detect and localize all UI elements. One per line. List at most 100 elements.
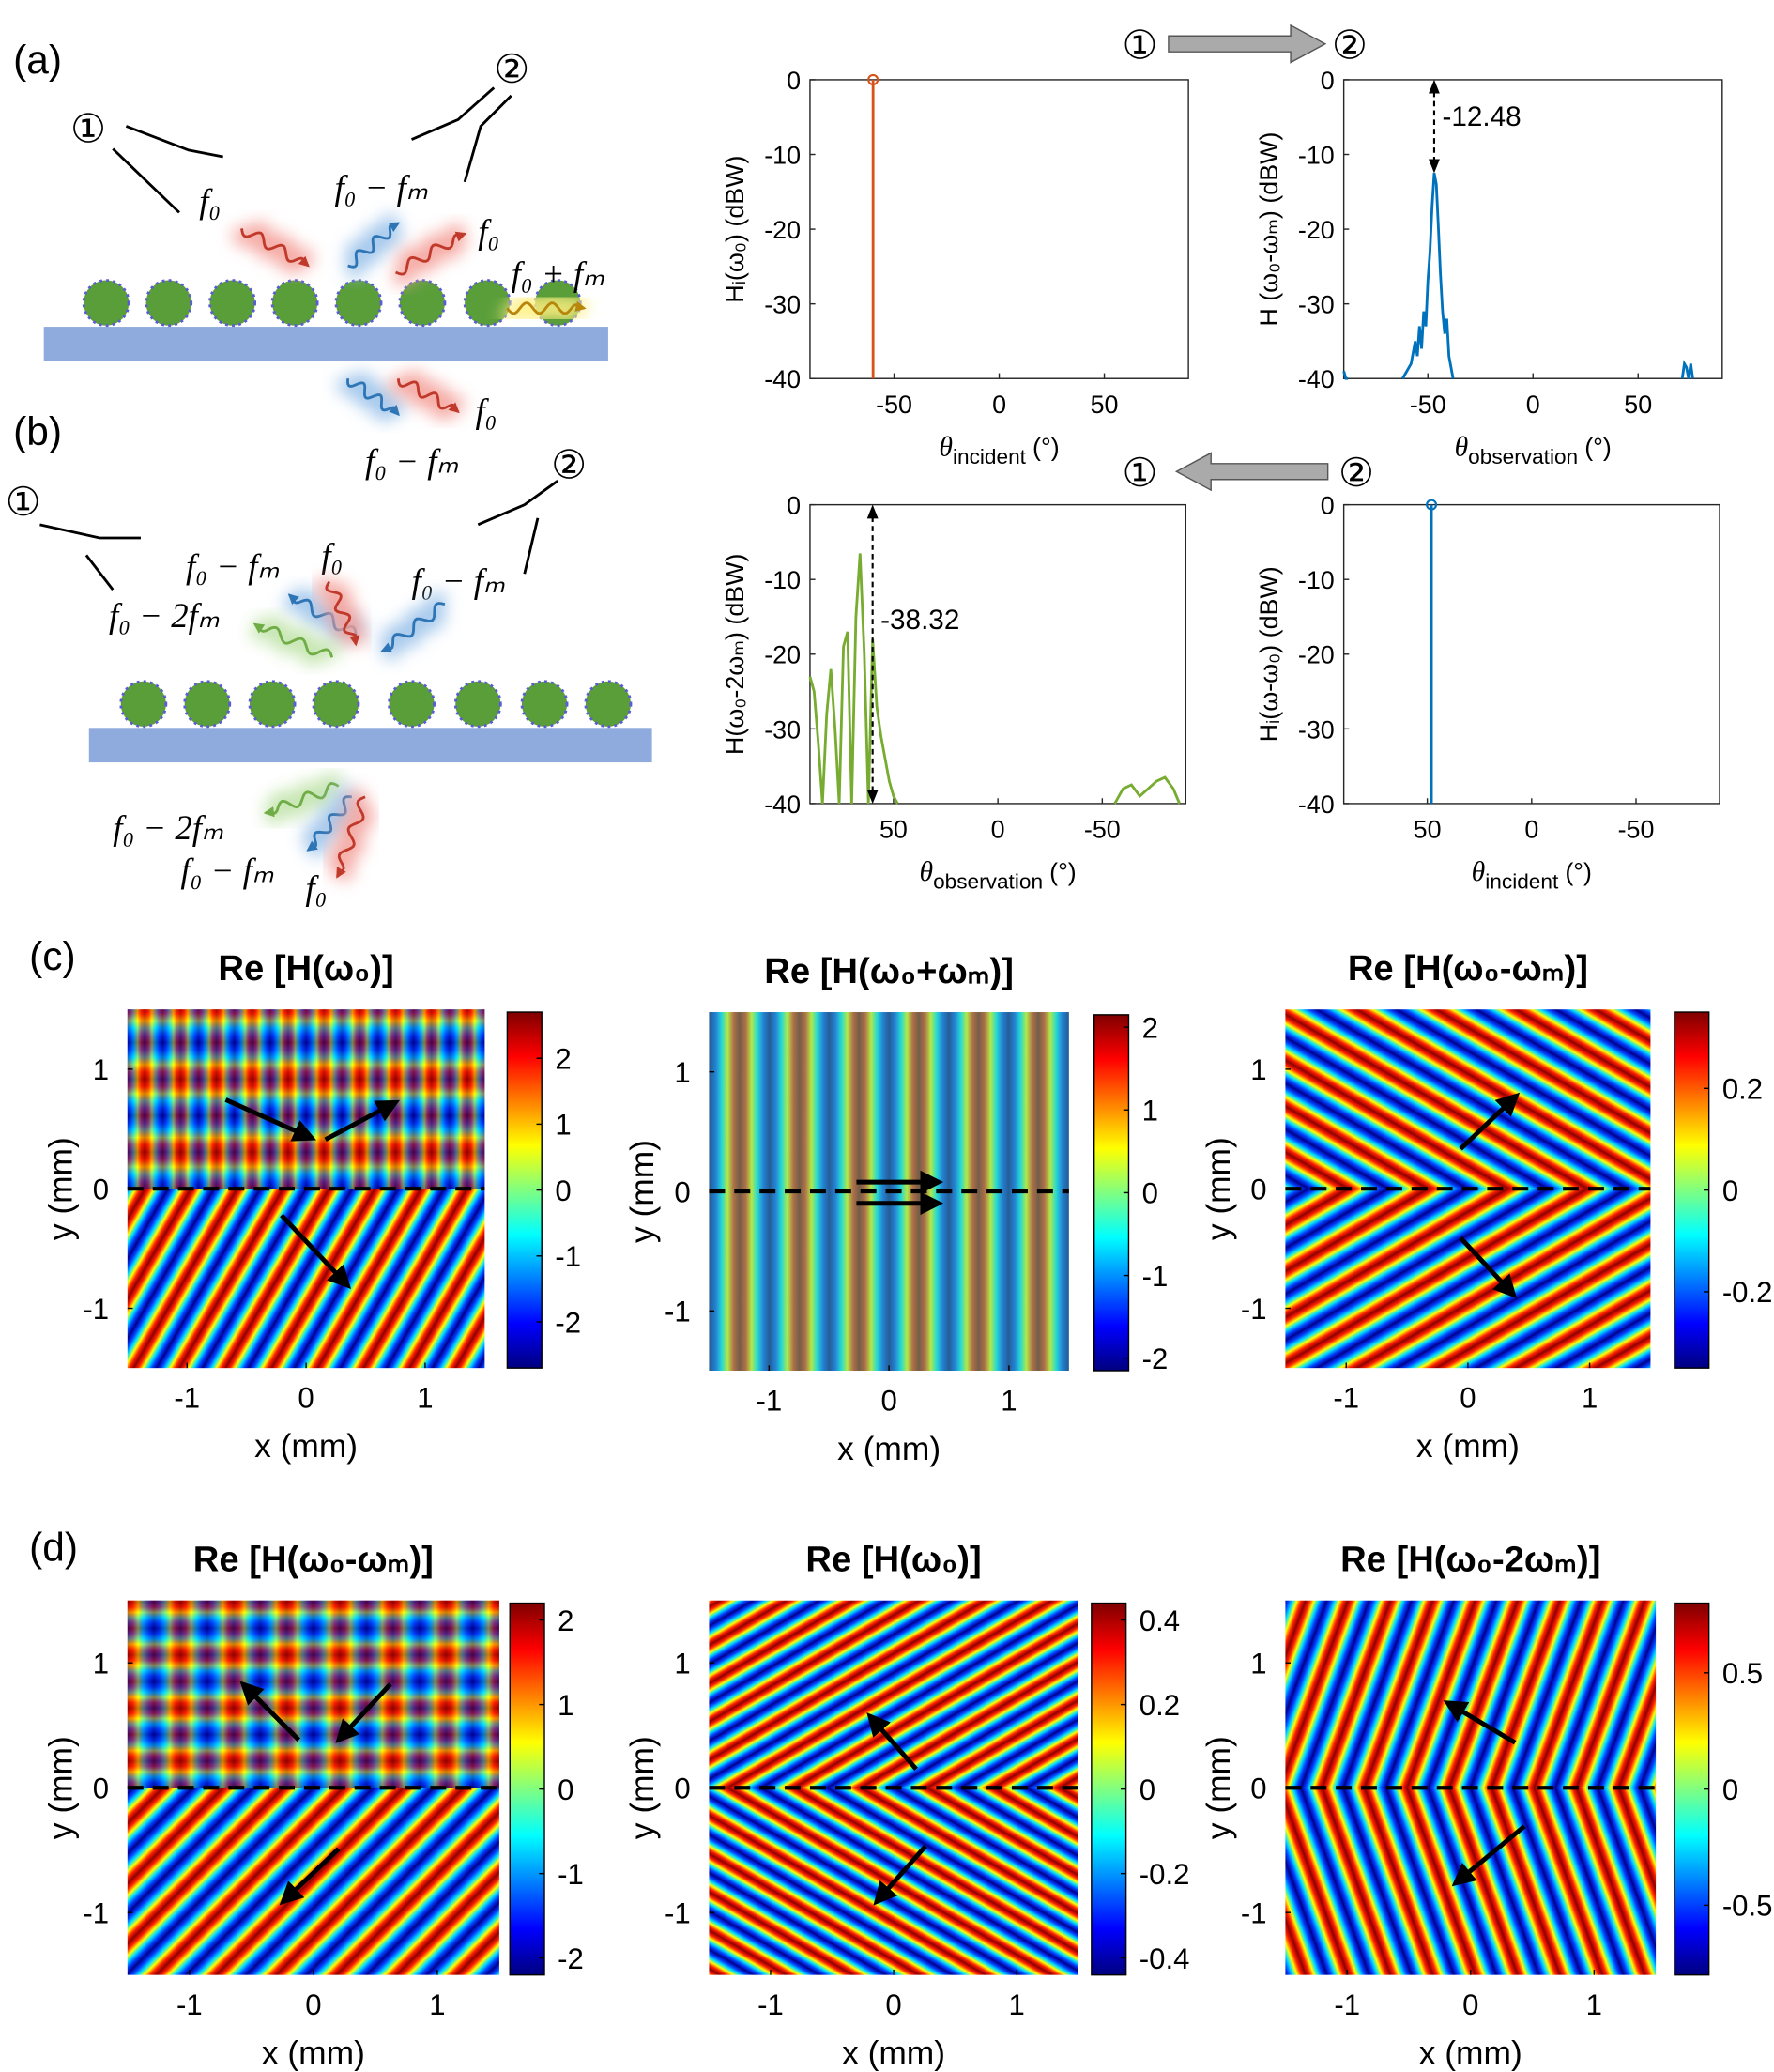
- plot-frame: [1342, 503, 1720, 805]
- y-tick-label: 0: [787, 492, 801, 520]
- wave-vector: [1443, 1700, 1517, 1745]
- stem-marker: [867, 73, 879, 85]
- y-tick-label: -20: [1298, 216, 1335, 244]
- x-tick-label: 50: [879, 816, 908, 844]
- y-tick-label: -1: [665, 1296, 691, 1328]
- substrate: [88, 728, 652, 763]
- colorbar-tick-label: 1: [1142, 1095, 1158, 1128]
- x-tick-label: -1: [174, 1382, 200, 1415]
- particle: [82, 279, 130, 328]
- port: ②: [551, 442, 587, 488]
- wave-vector: [873, 1844, 927, 1906]
- x-axis-label: x (mm): [837, 1431, 941, 1467]
- diagram-b: ① ② f₀ − fₘ f₀ f₀ − fₘ f₀ − 2fₘ f₀ − 2fₘ…: [6, 442, 652, 907]
- particles: [119, 680, 633, 729]
- wave-vector: [224, 1097, 316, 1142]
- x-axis-label: θobservation (°): [1455, 432, 1612, 468]
- antenna: [410, 86, 512, 183]
- line: [808, 553, 1181, 805]
- colorbar: [1093, 1014, 1130, 1372]
- panel-label: (c): [29, 934, 75, 978]
- stem-marker: [1426, 499, 1438, 511]
- colorbar: [1091, 1602, 1127, 1976]
- colorbar-tick-label: 0: [1142, 1177, 1158, 1210]
- colorbar-tick-label: 2: [555, 1043, 571, 1076]
- wave-arrow: [306, 795, 353, 852]
- freq-label: f₀ − fₘ: [186, 546, 279, 585]
- field: [127, 1788, 499, 1975]
- x-tick-label: 0: [1524, 816, 1538, 844]
- wave-vector: [1451, 1824, 1526, 1887]
- colorbar-tick-label: -0.5: [1722, 1890, 1773, 1923]
- wave-arrow: [263, 781, 340, 818]
- y-tick-label: -30: [1298, 715, 1335, 744]
- y-axis-label: y (mm): [624, 1140, 661, 1243]
- particle: [463, 279, 512, 328]
- panel-label: (d): [29, 1525, 78, 1569]
- x-tick-label: 1: [1582, 1382, 1598, 1415]
- x-tick-label: -1: [1334, 1988, 1360, 2021]
- colorbar-tick-label: -1: [555, 1240, 581, 1273]
- wave-arrow: [325, 580, 360, 647]
- x-tick-label: -1: [756, 1384, 782, 1417]
- x-axis-subscript: observation: [1468, 445, 1578, 468]
- y-tick-label: 0: [1321, 67, 1335, 95]
- x-tick-label: -50: [1618, 816, 1655, 844]
- y-tick-label: 0: [1321, 492, 1335, 520]
- field: [1285, 1788, 1657, 1975]
- particle: [270, 279, 319, 328]
- field: [709, 1191, 1069, 1371]
- wave-vector: [1459, 1236, 1518, 1298]
- x-tick-label: 0: [992, 391, 1006, 419]
- freq-label: f₀ − fₘ: [365, 442, 458, 481]
- particle: [312, 680, 360, 729]
- y-tick-label: -10: [1298, 566, 1335, 594]
- y-tick-label: 0: [787, 67, 801, 95]
- y-tick-label: -20: [764, 216, 801, 244]
- y-tick-label: 1: [674, 1056, 690, 1089]
- transition-arrow: [1174, 452, 1329, 492]
- x-axis-symbol: θ: [939, 432, 953, 462]
- freq-label: f₀: [305, 868, 327, 907]
- y-tick-label: 0: [674, 1175, 690, 1208]
- colorbar-tick-label: 0: [555, 1174, 571, 1207]
- y-tick-label: 1: [93, 1053, 109, 1086]
- colorbar-tick-label: -2: [1142, 1343, 1169, 1375]
- field: [127, 1600, 499, 1788]
- map-title: Re [H(ω₀)]: [805, 1540, 981, 1580]
- freq-label: f₀ − 2fₘ: [113, 808, 223, 847]
- colorbar-tick-label: 1: [558, 1689, 573, 1722]
- y-tick-label: 1: [1250, 1053, 1266, 1086]
- y-axis-label: H (ω₀-ωₘ) (dBW): [1255, 132, 1283, 327]
- particle: [248, 680, 297, 729]
- y-tick-label: -1: [1241, 1293, 1267, 1326]
- wave-arrow: [346, 378, 400, 417]
- map-title: Re [H(ω₀)]: [218, 948, 393, 989]
- freq-label: f₀ − fₘ: [180, 851, 273, 889]
- freq-label: f₀ − fₘ: [334, 168, 427, 207]
- colorbar: [506, 1011, 543, 1369]
- y-tick-label: -10: [1298, 141, 1335, 169]
- colorbar-tick-label: 1: [555, 1109, 571, 1142]
- particle: [584, 680, 633, 729]
- x-tick-label: 1: [1586, 1988, 1602, 2021]
- x-tick-label: 0: [1526, 391, 1540, 419]
- antenna: [477, 480, 558, 575]
- y-tick-label: -30: [764, 715, 801, 744]
- field: [709, 1012, 1069, 1192]
- plot-frame: [809, 79, 1189, 379]
- freq-label: f₀: [478, 212, 499, 251]
- transition-arrow: [1168, 23, 1327, 64]
- y-axis-label: H(ω₀-2ωₘ) (dBW): [721, 554, 749, 756]
- particle: [334, 279, 383, 328]
- wave-arrow: [380, 602, 446, 652]
- x-tick-label: 1: [417, 1382, 433, 1415]
- freq-label: f₀ − fₘ: [412, 561, 505, 600]
- colorbar-tick-label: 0: [1722, 1174, 1738, 1207]
- y-axis-label: y (mm): [42, 1736, 79, 1839]
- wave-arrow: [396, 378, 460, 414]
- substrate: [43, 327, 608, 361]
- x-axis-unit: (°): [1565, 858, 1592, 886]
- colorbar: [1674, 1011, 1710, 1369]
